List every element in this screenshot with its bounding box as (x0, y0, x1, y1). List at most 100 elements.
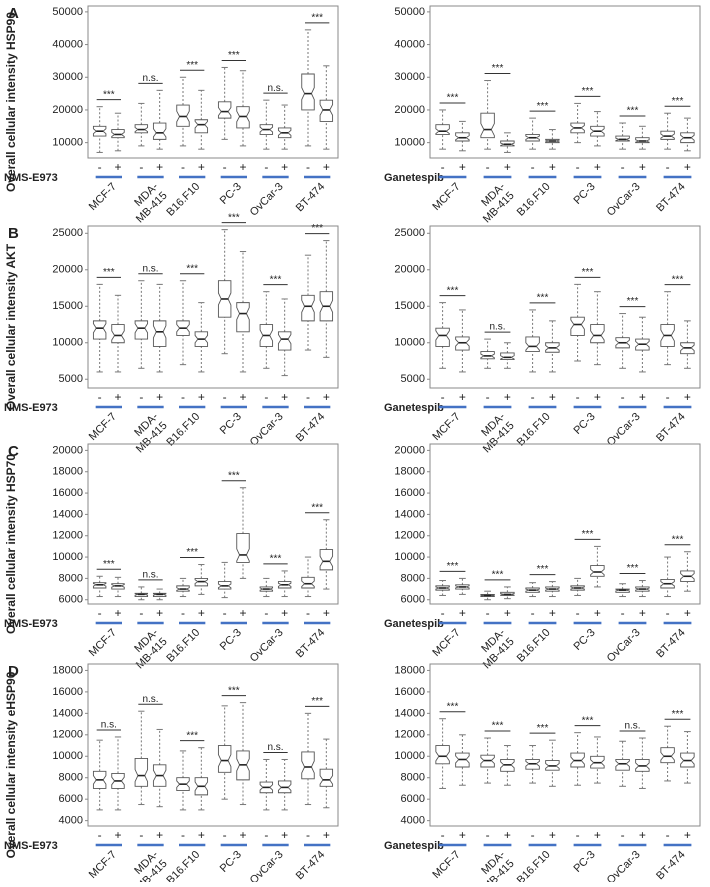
significance-label: *** (186, 547, 198, 558)
condition-label: - (666, 828, 670, 842)
y-axis-label: Overall cellular intensity eHSP90 (4, 671, 18, 858)
significance-label: *** (186, 263, 198, 274)
condition-label: + (459, 160, 466, 174)
plot-frame (87, 443, 339, 605)
box (590, 324, 605, 344)
box (615, 759, 630, 771)
box (301, 576, 315, 589)
box (319, 549, 334, 571)
category-label: MCF-7 (430, 627, 462, 659)
panel-label: B (8, 225, 19, 242)
category-label: PC-3 (218, 181, 244, 207)
category-label: MCF-7 (87, 181, 119, 213)
panel-label: A (8, 5, 19, 22)
plot-frame (429, 225, 701, 389)
significance-label: *** (672, 534, 684, 545)
condition-label: + (594, 606, 601, 620)
category-label: MCF-7 (87, 849, 119, 881)
significance-label: *** (582, 267, 594, 278)
plot-frame (429, 663, 701, 827)
condition-label: - (139, 390, 143, 404)
y-tick-label: 25000 (394, 227, 425, 239)
significance-label: n.s. (267, 742, 283, 753)
condition-label: - (139, 606, 143, 620)
condition-label: + (639, 606, 646, 620)
y-tick-label: 30000 (394, 71, 425, 83)
y-tick-label: 40000 (394, 38, 425, 50)
significance-label: *** (582, 715, 594, 726)
y-tick-label: 18000 (52, 466, 83, 478)
box (236, 106, 250, 129)
significance-label: *** (186, 60, 198, 71)
y-tick-label: 20000 (394, 264, 425, 276)
significance-label: n.s. (624, 721, 640, 732)
significance-label: *** (627, 563, 639, 574)
category-label: OvCar-3 (605, 411, 643, 449)
condition-label: + (684, 160, 691, 174)
box (152, 320, 167, 347)
significance-label: *** (582, 529, 594, 540)
condition-label: + (156, 828, 163, 842)
category-label: PC-3 (571, 181, 597, 207)
significance-label: *** (186, 730, 198, 741)
significance-label: *** (492, 570, 504, 581)
y-tick-label: 6000 (59, 793, 83, 805)
box (480, 112, 495, 139)
condition-label: + (239, 390, 246, 404)
y-tick-label: 14000 (394, 508, 425, 520)
significance-label: *** (447, 93, 459, 104)
category-label: B16.F10 (164, 181, 202, 219)
box (570, 316, 585, 336)
condition-label: - (666, 390, 670, 404)
box (152, 122, 167, 140)
y-tick-label: 10000 (394, 337, 425, 349)
condition-label: - (486, 160, 490, 174)
box (435, 327, 450, 347)
condition-label: - (181, 160, 185, 174)
box (500, 352, 515, 360)
condition-label: - (98, 160, 102, 174)
condition-label: - (441, 606, 445, 620)
significance-label: *** (103, 559, 115, 570)
condition-label: - (576, 160, 580, 174)
y-tick-label: 50000 (52, 6, 83, 18)
category-label: MCF-7 (87, 627, 119, 659)
box (455, 132, 470, 142)
y-tick-label: 6000 (59, 594, 83, 606)
category-label: OvCar-3 (248, 849, 286, 882)
y-axis-label: Overall cellular intensity HSP70 (4, 454, 18, 634)
condition-label: + (594, 160, 601, 174)
condition-label: + (594, 828, 601, 842)
condition-label: - (223, 160, 227, 174)
condition-label: + (114, 160, 121, 174)
category-label: B16.F10 (515, 181, 553, 219)
condition-label: + (114, 390, 121, 404)
condition-label: - (621, 160, 625, 174)
box (319, 768, 334, 787)
condition-label: - (264, 390, 268, 404)
box (92, 320, 107, 340)
condition-label: - (486, 390, 490, 404)
significance-label: *** (311, 502, 323, 513)
y-tick-label: 4000 (401, 815, 425, 827)
significance-label: n.s. (267, 83, 283, 94)
condition-label: - (98, 606, 102, 620)
condition-label: - (181, 828, 185, 842)
y-tick-label: 20000 (52, 264, 83, 276)
y-tick-label: 15000 (394, 300, 425, 312)
condition-label: + (156, 390, 163, 404)
treatment-label: NMS-E973 (4, 618, 58, 630)
treatment-label: NMS-E973 (4, 172, 58, 184)
condition-label: + (639, 160, 646, 174)
condition-label: - (306, 606, 310, 620)
condition-label: + (684, 828, 691, 842)
condition-label: - (666, 606, 670, 620)
category-label: BT-474 (654, 849, 688, 882)
y-tick-label: 8000 (401, 572, 425, 584)
condition-label: + (639, 390, 646, 404)
category-label: MCF-7 (430, 181, 462, 213)
category-label: PC-3 (571, 627, 597, 653)
category-label: BT-474 (294, 181, 328, 215)
y-tick-label: 10000 (394, 551, 425, 563)
plot-frame (87, 663, 339, 827)
